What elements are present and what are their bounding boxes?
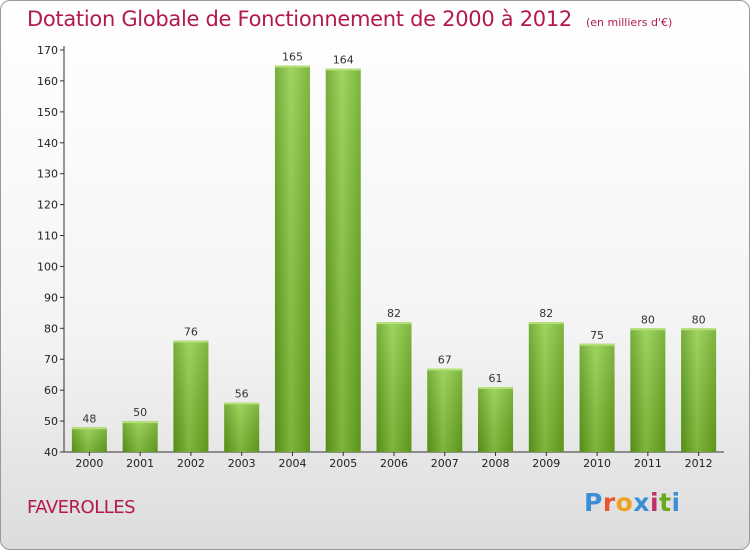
y-tick-label: 150 bbox=[37, 106, 58, 119]
x-tick-label: 2009 bbox=[532, 457, 560, 470]
logo-letter: t bbox=[659, 488, 672, 517]
y-tick-label: 170 bbox=[37, 44, 58, 57]
x-tick-label: 2007 bbox=[431, 457, 459, 470]
bar-shade bbox=[478, 387, 514, 452]
x-tick-label: 2004 bbox=[278, 457, 306, 470]
logo-letter: x bbox=[633, 488, 650, 517]
x-tick-label: 2003 bbox=[228, 457, 256, 470]
chart-title: Dotation Globale de Fonctionnement de 20… bbox=[27, 7, 672, 31]
chart-unit: (en milliers d'€) bbox=[585, 16, 673, 29]
bar-shade bbox=[376, 322, 412, 452]
proxiti-logo: Proxiti bbox=[584, 488, 681, 517]
bar-value-label: 82 bbox=[539, 307, 553, 320]
y-tick-label: 90 bbox=[44, 291, 58, 304]
x-tick-label: 2010 bbox=[583, 457, 611, 470]
y-tick-label: 50 bbox=[44, 415, 58, 428]
x-tick-label: 2001 bbox=[126, 457, 154, 470]
x-tick-label: 2012 bbox=[685, 457, 713, 470]
bar-value-label: 75 bbox=[590, 329, 604, 342]
commune-name: FAVEROLLES bbox=[27, 497, 136, 518]
bar-shade bbox=[122, 421, 158, 452]
logo-letter: i bbox=[650, 488, 660, 517]
bar-value-label: 164 bbox=[333, 54, 354, 67]
bar-value-label: 82 bbox=[387, 307, 401, 320]
x-tick-label: 2005 bbox=[329, 457, 357, 470]
bar-value-label: 80 bbox=[692, 313, 706, 326]
y-tick-label: 70 bbox=[44, 353, 58, 366]
y-tick-label: 40 bbox=[44, 446, 58, 459]
bar-value-label: 165 bbox=[282, 50, 303, 63]
x-tick-label: 2002 bbox=[177, 457, 205, 470]
bar-value-label: 56 bbox=[235, 388, 249, 401]
bar-shade bbox=[579, 343, 615, 452]
y-tick-label: 60 bbox=[44, 384, 58, 397]
y-tick-label: 130 bbox=[37, 168, 58, 181]
bar-value-label: 50 bbox=[133, 406, 147, 419]
x-tick-label: 2011 bbox=[634, 457, 662, 470]
bar-shade bbox=[681, 328, 717, 452]
bar-shade bbox=[630, 328, 666, 452]
bar-shade bbox=[427, 368, 463, 452]
y-tick-label: 100 bbox=[37, 260, 58, 273]
bar-value-label: 48 bbox=[82, 412, 96, 425]
bar-shade bbox=[274, 65, 310, 452]
x-tick-label: 2006 bbox=[380, 457, 408, 470]
bar-value-label: 61 bbox=[489, 372, 503, 385]
y-tick-label: 110 bbox=[37, 230, 58, 243]
logo-letter: P bbox=[584, 488, 603, 517]
bar-value-label: 67 bbox=[438, 354, 452, 367]
bar-shade bbox=[224, 402, 260, 452]
bar-shade bbox=[325, 68, 361, 453]
bar-shade bbox=[528, 322, 564, 452]
logo-letter: i bbox=[671, 488, 681, 517]
x-tick-label: 2000 bbox=[75, 457, 103, 470]
y-tick-label: 120 bbox=[37, 199, 58, 212]
bar-value-label: 80 bbox=[641, 313, 655, 326]
bar-shade bbox=[173, 340, 209, 452]
bar-shade bbox=[71, 427, 107, 452]
logo-letter: o bbox=[615, 488, 634, 517]
chart-title-text: Dotation Globale de Fonctionnement de 20… bbox=[27, 7, 572, 31]
y-tick-label: 80 bbox=[44, 322, 58, 335]
y-tick-label: 140 bbox=[37, 137, 58, 150]
y-tick-label: 160 bbox=[37, 75, 58, 88]
x-tick-label: 2008 bbox=[482, 457, 510, 470]
logo-letter: r bbox=[602, 488, 616, 517]
bar-value-label: 76 bbox=[184, 326, 198, 339]
